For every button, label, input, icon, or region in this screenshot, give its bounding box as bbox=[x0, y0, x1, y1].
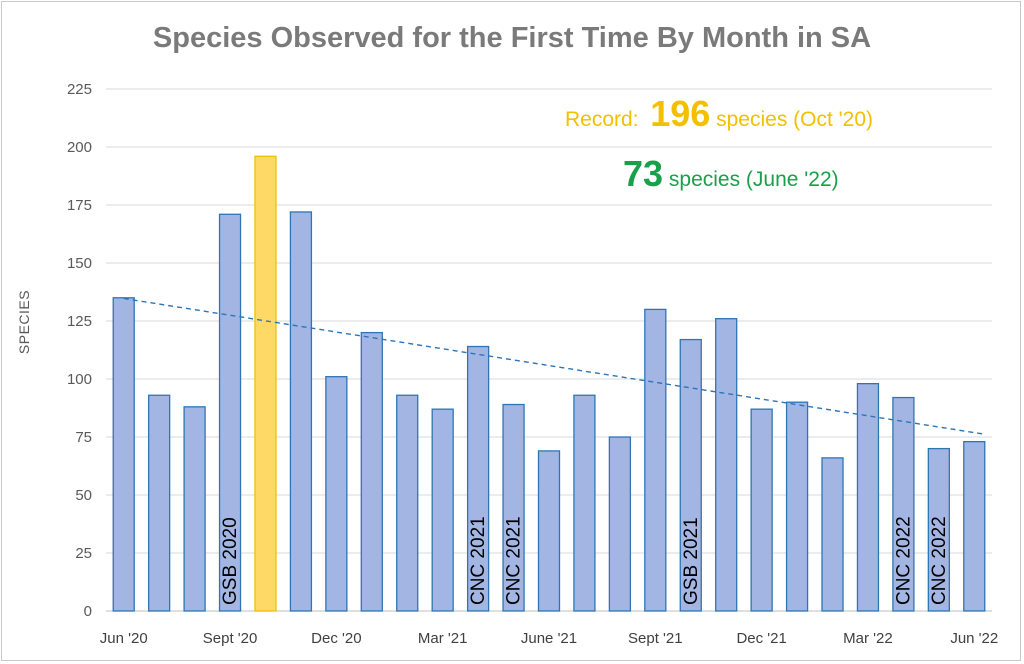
latest-value: 73 bbox=[623, 153, 664, 194]
bar-annotation: CNC 2022 bbox=[893, 516, 914, 605]
y-tick-label: 0 bbox=[84, 603, 92, 620]
bar-annotation: CNC 2022 bbox=[929, 516, 950, 605]
record-annotation: Record: 196 species (Oct '20) bbox=[565, 93, 873, 135]
bar-annotation: CNC 2021 bbox=[468, 516, 489, 605]
bar bbox=[785, 401, 809, 612]
bar bbox=[537, 450, 561, 612]
y-tick-label: 200 bbox=[67, 139, 92, 156]
bar bbox=[608, 436, 632, 612]
bar bbox=[715, 318, 738, 612]
bar bbox=[502, 403, 525, 612]
y-tick-label: 75 bbox=[75, 429, 92, 446]
record-suffix: species (Oct '20) bbox=[716, 108, 874, 131]
bar bbox=[679, 338, 702, 612]
bar bbox=[254, 155, 277, 612]
bar bbox=[289, 211, 313, 612]
x-tick-label: Dec '20 bbox=[311, 630, 361, 647]
bar bbox=[148, 394, 171, 612]
bar bbox=[856, 382, 880, 612]
x-tick-label: Sept '20 bbox=[203, 630, 258, 647]
x-tick-label: Sept '21 bbox=[628, 630, 683, 647]
bar bbox=[821, 457, 844, 612]
bar bbox=[750, 408, 773, 612]
x-tick-label: Mar '22 bbox=[843, 630, 893, 647]
bar-annotation: GSB 2020 bbox=[220, 517, 241, 605]
bar-annotation: GSB 2021 bbox=[681, 517, 702, 605]
x-tick-label: Dec '21 bbox=[736, 630, 786, 647]
bar bbox=[360, 331, 383, 612]
x-tick-label: Mar '21 bbox=[418, 630, 468, 647]
x-tick-label: June '21 bbox=[521, 630, 577, 647]
y-tick-label: 175 bbox=[67, 197, 92, 214]
trendline bbox=[123, 297, 983, 435]
bar bbox=[892, 396, 915, 612]
y-tick-label: 25 bbox=[75, 545, 92, 562]
record-prefix: Record: bbox=[565, 108, 639, 131]
y-tick-label: 100 bbox=[67, 371, 92, 388]
bar bbox=[963, 440, 986, 612]
latest-annotation: 73 species (June '22) bbox=[623, 153, 839, 195]
y-tick-label: 150 bbox=[67, 255, 92, 272]
bar bbox=[466, 345, 490, 612]
y-tick-label: 225 bbox=[67, 81, 92, 98]
bar bbox=[573, 394, 596, 612]
y-tick-label: 50 bbox=[75, 487, 92, 504]
x-tick-label: Jun '22 bbox=[950, 630, 998, 647]
bar bbox=[183, 406, 206, 612]
y-tick-label: 125 bbox=[67, 313, 92, 330]
bar-annotation: CNC 2021 bbox=[504, 516, 525, 605]
bar bbox=[325, 376, 348, 612]
x-tick-label: Jun '20 bbox=[100, 630, 148, 647]
record-value: 196 bbox=[650, 93, 711, 134]
bar bbox=[431, 408, 454, 612]
bar bbox=[927, 447, 950, 612]
chart-title: Species Observed for the First Time By M… bbox=[152, 22, 872, 54]
bar bbox=[112, 297, 135, 612]
bar bbox=[396, 394, 419, 612]
latest-suffix: species (June '22) bbox=[668, 168, 839, 191]
bar bbox=[644, 308, 667, 612]
bar bbox=[218, 213, 242, 612]
